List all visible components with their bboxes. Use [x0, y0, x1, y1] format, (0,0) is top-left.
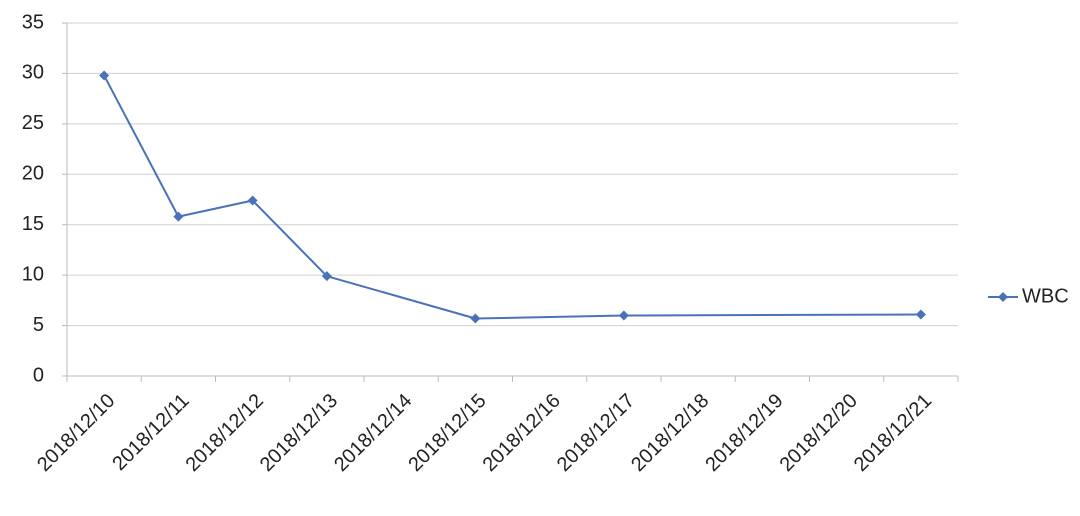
line-segment	[251, 199, 328, 277]
y-tick-label: 15	[22, 213, 44, 235]
y-tick-label: 30	[22, 62, 44, 84]
line-segment	[178, 199, 253, 218]
x-tick-label: 2018/12/13	[256, 390, 342, 476]
x-tick-label: 2018/12/21	[850, 390, 936, 476]
x-tick-label: 2018/12/11	[108, 390, 193, 475]
y-tick-label: 25	[22, 112, 44, 134]
x-tick-label: 2018/12/10	[33, 390, 119, 476]
data-point	[915, 309, 926, 320]
data-point	[470, 313, 481, 324]
x-tick-label: 2018/12/15	[404, 390, 490, 476]
y-tick-label: 5	[33, 314, 44, 336]
line-segment	[475, 314, 624, 320]
legend-label: WBC	[1022, 285, 1069, 307]
data-point	[247, 195, 258, 206]
y-tick-label: 10	[22, 263, 44, 285]
x-tick-label: 2018/12/20	[776, 390, 862, 476]
x-tick-label: 2018/12/12	[182, 390, 268, 476]
line-segment	[623, 313, 921, 317]
x-tick-label: 2018/12/16	[479, 390, 565, 476]
data-point	[618, 310, 629, 321]
y-tick-label: 0	[33, 364, 44, 386]
line-segment	[103, 74, 180, 218]
x-tick-label: 2018/12/17	[553, 390, 639, 476]
data-point	[99, 70, 110, 81]
legend-marker	[998, 292, 1008, 302]
y-tick-label: 20	[22, 163, 44, 185]
x-tick-label: 2018/12/14	[330, 390, 416, 476]
x-tick-label: 2018/12/18	[627, 390, 713, 476]
y-tick-label: 35	[22, 11, 44, 33]
x-tick-label: 2018/12/19	[701, 390, 787, 476]
line-segment	[326, 275, 476, 320]
data-point	[173, 211, 184, 222]
data-point	[321, 271, 332, 282]
